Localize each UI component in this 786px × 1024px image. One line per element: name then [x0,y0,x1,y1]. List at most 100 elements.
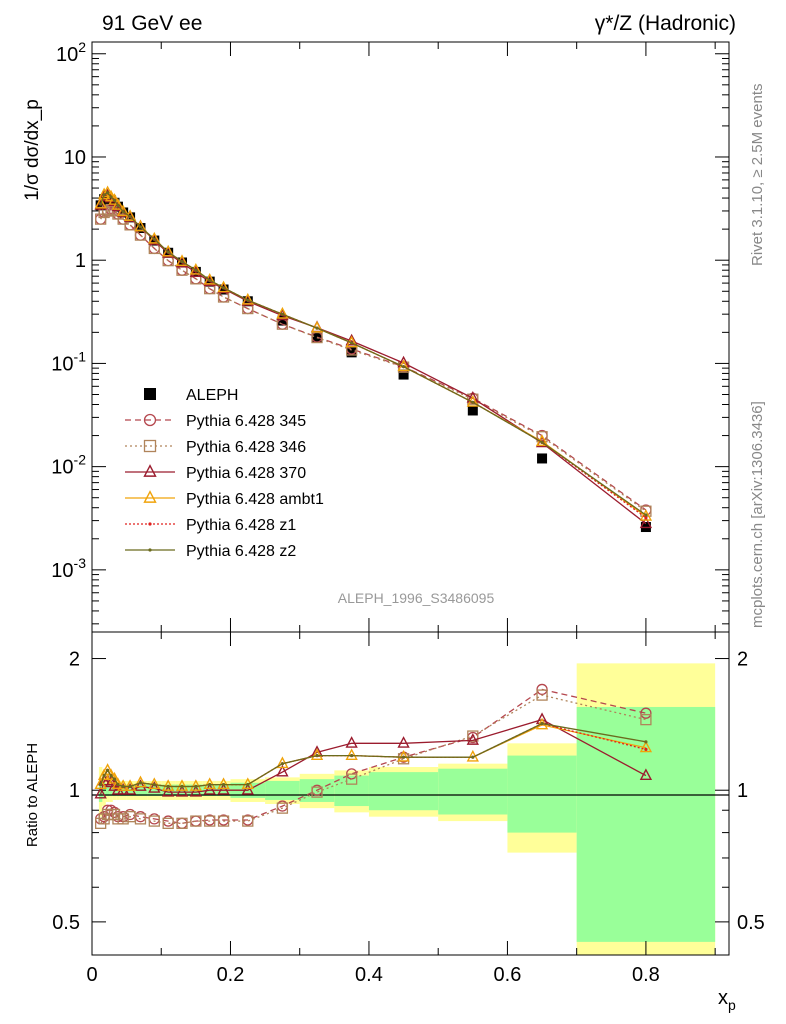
ratio-point-ambt1 [94,777,107,790]
ratio-point-p346 [242,815,254,827]
series-point-p346 [95,213,107,225]
series-point-p346 [117,213,129,225]
ratio-series-z2 [99,722,648,789]
ratio-point-p346 [640,713,652,726]
ratio-point-z2 [246,782,250,787]
ratio-point-z2 [350,753,354,758]
ratio-point-ambt1 [148,777,161,790]
data-point [398,369,409,380]
ratio-point-ambt1 [175,779,189,791]
ratio-point-p370 [203,782,216,795]
legend-entry-z2: Pythia 6.428 z2 [125,543,296,560]
series-point-ambt1 [148,231,161,244]
legend-marker-ambt1 [143,490,157,503]
band-inner [576,706,716,942]
legend-marker-p370 [143,464,157,477]
series-line-p346 [100,208,647,512]
ratio-point-z2 [116,782,120,787]
data-point [346,347,357,358]
ratio-point-p370 [162,784,175,797]
series-point-z2 [350,341,354,345]
x-tick-label: 0.6 [494,964,522,986]
ratio-point-p370 [217,782,230,795]
main-panel: 10-3 10-2 10-1 1 10 102 1/σ dσ/dx_p ALEPH_199… [22,39,730,633]
ratio-point-z2 [644,740,648,744]
mcplots-label: mcplots.cern.ch [arXiv:1306.3436] [749,401,766,628]
legend-entry-data: ALEPH [144,387,238,404]
series-point-z2 [116,203,120,207]
ratio-point-z2 [121,784,125,789]
series-z2 [99,191,648,517]
legend-entry-p370: Pythia 6.428 370 [125,464,306,482]
legend-marker-data [144,388,156,400]
series-point-z2 [644,513,648,517]
main-y-tick-label: 10 [64,147,86,169]
ratio-frame [91,631,730,956]
series-point-z2 [280,312,285,316]
ratio-point-p370 [241,782,254,795]
ratio-point-ambt1 [189,779,203,791]
data-point [537,453,548,464]
ratio-point-ambt1 [345,748,358,761]
series-point-z2 [180,259,184,264]
ratio-point-z2 [208,782,212,787]
header-left: 91 GeV ee [102,12,202,35]
ratio-point-ambt1 [639,740,653,753]
x-tick-label: 0.2 [217,964,245,986]
series-point-z2 [208,278,212,282]
ratio-point-z2 [109,773,113,778]
ratio-point-z2 [102,773,106,778]
ratio-point-z2 [180,784,184,789]
legend-marker-p345 [143,413,157,427]
legend-entry-z1: Pythia 6.428 z1 [125,517,296,534]
ratio-point-p346 [190,815,202,827]
ratio-point-z1 [644,747,648,751]
data-point [277,315,288,326]
ratio-point-ambt1 [397,749,410,762]
x-tick-label: 0 [86,964,97,986]
ratio-point-ambt1 [203,777,216,790]
ratio-point-p346 [148,815,160,827]
series-point-ambt1 [108,193,121,205]
ratio-point-p370 [466,733,479,745]
ratio-point-p370 [397,736,410,748]
series-point-ambt1 [111,198,125,210]
ratio-y-tick-label-right: 1 [737,780,748,802]
series-point-z2 [221,286,226,290]
band-inner [507,755,577,833]
ratio-point-z2 [112,777,117,781]
series-point-ambt1 [94,196,107,209]
series-point-z1 [644,516,648,520]
ratio-point-z2 [128,784,132,789]
legend-marker-p346 [143,439,157,453]
series-point-z2 [99,202,103,206]
ratio-panel: 0.5 0.5 1 1 2 2 0 0.2 0.4 0.6 0.8 Ratio to ALEPH [24,631,765,986]
ratio-y-tick-label: 1 [69,780,80,802]
series-point-z2 [401,365,406,369]
ratio-point-p370 [189,784,203,797]
ratio-point-p370 [134,779,147,791]
series-point-z2 [138,225,143,229]
series-point-ambt1 [116,204,130,217]
legend: ALEPH Pythia 6.428 345 Pythia 6.428 346 Pyt… [125,387,324,560]
series-point-z2 [152,237,156,241]
legend-entry-p346: Pythia 6.428 346 [125,439,306,456]
series-point-z2 [315,326,319,330]
series-point-ambt1 [134,219,147,232]
band-inner [438,768,508,815]
ratio-point-z2 [315,753,319,758]
band-inner [265,780,300,800]
legend-entry-p345: Pythia 6.428 345 [125,413,306,430]
ratio-point-p346 [397,753,410,765]
legend-label-p345: Pythia 6.428 345 [186,413,306,430]
series-data [95,193,651,533]
ratio-point-z2 [105,768,110,772]
ratio-point-p345 [536,683,548,696]
band-inner [334,775,369,807]
ratio-point-p346 [345,773,358,785]
legend-label-p346: Pythia 6.428 346 [186,439,306,456]
ratio-point-p370 [345,736,358,748]
legend-marker-z2 [148,548,152,552]
ratio-point-z2 [280,762,285,766]
